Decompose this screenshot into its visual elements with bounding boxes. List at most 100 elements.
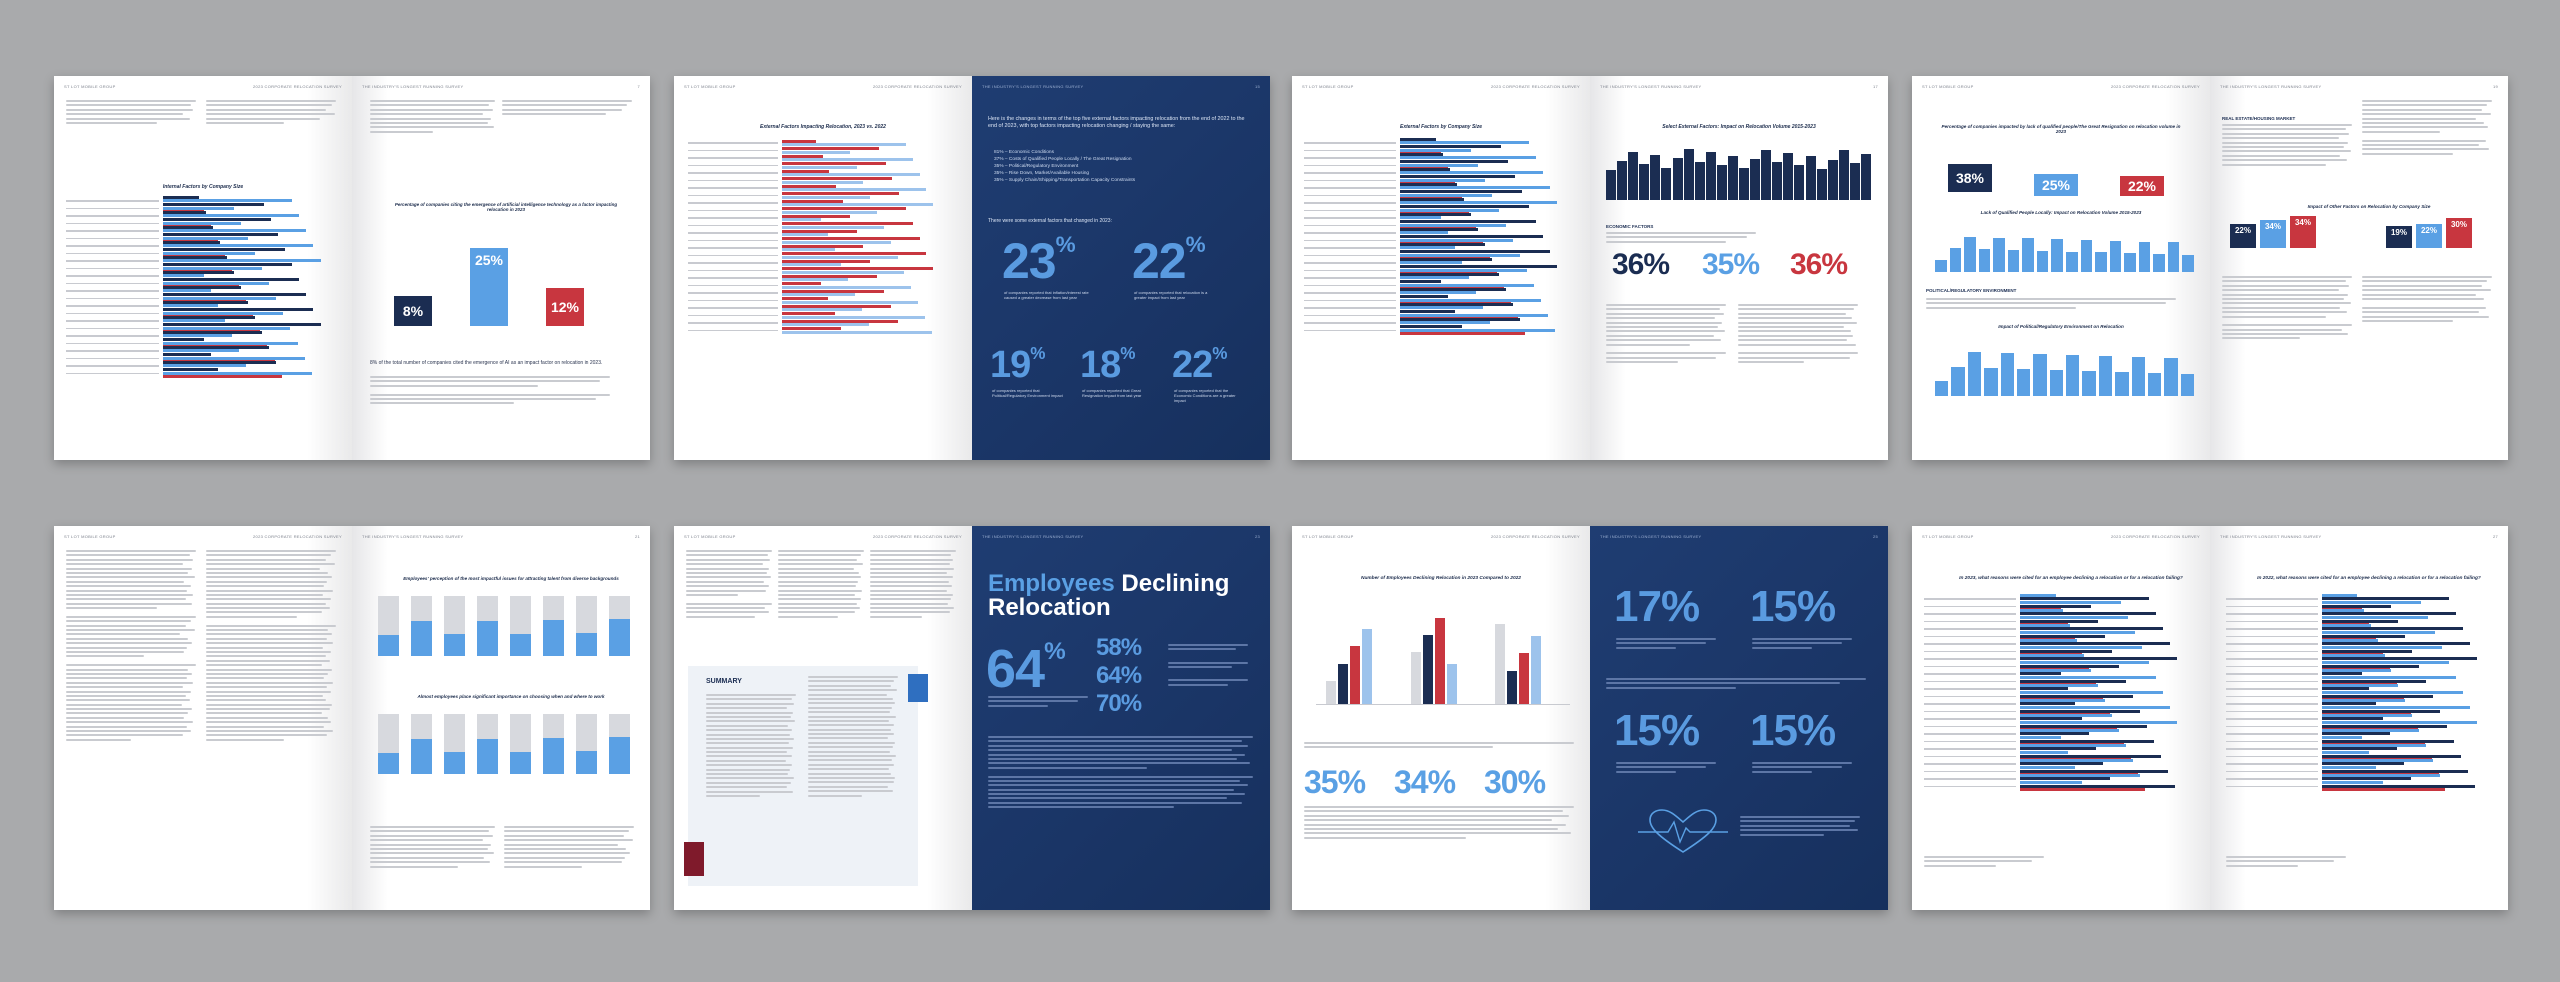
bar [1400,272,1499,276]
spread-external-factors[interactable]: ST LOT MOBILE GROUP 2023 CORPORATE RELOCA… [674,76,1270,460]
bar [2321,728,2420,732]
bar [2167,242,2180,272]
page-right: THE INDUSTRY'S LONGEST RUNNING SURVEY 7 P… [352,76,650,460]
spread-diverse-talent[interactable]: ST LOT MOBILE GROUP 2023 CORPORATE RELOCA… [54,526,650,910]
chart-title: Almost employees place significant impor… [417,694,605,699]
bar [1761,149,1772,200]
list-item: 81% – Economic Conditions [994,150,1054,155]
bar [1805,156,1816,200]
spread-declining-reasons[interactable]: ST LOT MOBILE GROUP 2023 CORPORATE RELOCA… [1912,526,2508,910]
hbar-chart [2226,593,2496,792]
bar-medium: 25% [470,248,508,326]
bar [2321,732,2390,736]
bar [2321,612,2456,616]
bar [2321,784,2476,788]
bar [781,293,855,296]
bar [2020,736,2061,740]
bar [163,296,277,300]
page-left: ST LOT MOBILE GROUP 2023 CORPORATE RELOCA… [674,526,972,910]
bar [2321,646,2442,650]
bar [2321,698,2406,702]
bar [1410,652,1421,704]
header-title: 2023 CORPORATE RELOCATION SURVEY [253,84,342,89]
bar [2321,619,2399,623]
bar [1400,205,1529,209]
spread-internal-factors[interactable]: ST LOT MOBILE GROUP 2023 CORPORATE RELOCA… [54,76,650,460]
stat-small: 36% [1612,248,1670,281]
hbar-chart [688,139,952,335]
chart-title: Employees' perception of the most impact… [403,576,619,581]
bar [781,244,864,248]
bar [2321,773,2441,777]
bar [781,154,823,158]
bar [1495,623,1506,704]
bar [1617,161,1628,200]
bar-row [688,147,952,154]
spread-qualified-people[interactable]: ST LOT MOBILE GROUP 2023 CORPORATE RELOCA… [1912,76,2508,460]
page-right-navy: THE INDUSTRY'S LONGEST RUNNING SURVEY 15 … [972,76,1270,460]
spread-employees-declining[interactable]: ST LOT MOBILE GROUP 2023 CORPORATE RELOCA… [674,526,1270,910]
header-org: ST LOT MOBILE GROUP [1302,84,1354,89]
spread-declining-count[interactable]: ST LOT MOBILE GROUP 2023 CORPORATE RELOCA… [1292,526,1888,910]
page-right: THE INDUSTRY'S LONGEST RUNNING SURVEY 19 … [2210,76,2508,460]
bar [1400,276,1469,280]
bar [2020,766,2075,770]
bar [609,619,630,656]
stat-18: 18% [1080,344,1135,386]
list-item: 35% – Rise Down, Market/Available Housin… [994,170,1090,176]
bar [163,199,293,203]
bar-row [688,274,952,281]
bar [1400,313,1548,317]
bar [163,300,249,304]
chart-title: Percentage of companies impacted by lack… [1941,124,2181,134]
bar [2020,691,2163,695]
bar [2049,369,2063,396]
bar [2020,698,2105,702]
bar [2321,758,2434,762]
bar [1362,628,1372,704]
bar [2051,239,2063,272]
bar [2020,724,2147,728]
stat-caption: of companies reported that relocation is… [1134,290,1208,301]
bar [2321,604,2392,608]
bar [2153,254,2165,272]
bar [2020,777,2110,781]
bar [1400,238,1513,242]
bar [2020,664,2119,668]
bar [1400,186,1550,190]
bar [543,738,564,774]
bar [1400,223,1506,227]
bar [2321,717,2383,721]
page-left: ST LOT MOBILE GROUP 2023 CORPORATE RELOCA… [1912,76,2210,460]
bar [1400,171,1543,175]
bar [1964,236,1976,272]
stat-b: 34% [1394,764,1456,800]
bar-row [688,237,952,244]
bar [2020,781,2082,785]
bar [2020,709,2140,713]
page-right-navy: THE INDUSTRY'S LONGEST RUNNING SURVEY 25 … [1590,526,1888,910]
bar [1400,193,1492,197]
bar [1400,302,1513,306]
bar [781,180,864,184]
bar [2321,642,2470,646]
spread-external-by-size[interactable]: ST LOT MOBILE GROUP 2023 CORPORATE RELOCA… [1292,76,1888,460]
page-left: ST LOT MOBILE GROUP 2023 CORPORATE RELOCA… [54,76,352,460]
bar [163,281,270,285]
bar [2020,623,2070,627]
stacked-bar-chart [372,714,636,774]
bar [2095,252,2107,272]
section-title: Employees Declining Relocation [988,572,1229,620]
bar [2020,694,2133,698]
bar [2321,661,2449,665]
heart-icon [1638,809,1728,853]
page-right-navy: THE INDUSTRY'S LONGEST RUNNING SURVEY 23 … [972,526,1270,910]
bar-row [1924,781,2196,792]
bar [1838,150,1849,200]
bar [2321,627,2463,631]
body-text: 8% of the total number of companies cite… [370,360,603,366]
stat-15a: 15% [1750,582,1836,631]
header-title: 2023 CORPORATE RELOCATION SURVEY [2111,84,2200,89]
bar [2066,355,2080,396]
bar [781,188,927,191]
